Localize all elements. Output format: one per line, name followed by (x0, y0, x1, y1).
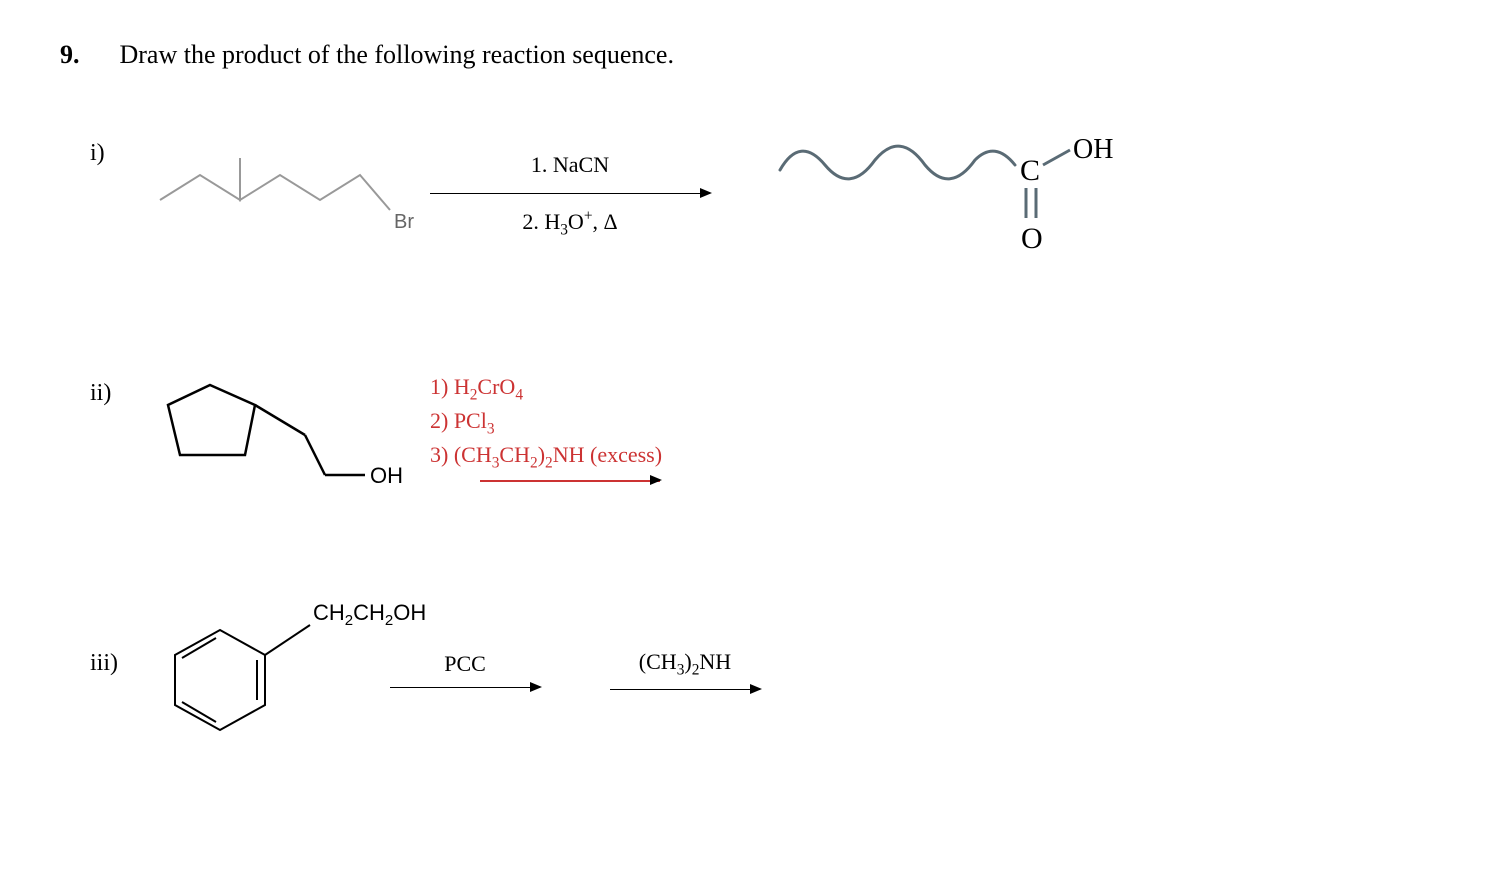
s3p: 3) (CH (430, 442, 492, 467)
question-text: Draw the product of the following reacti… (120, 40, 674, 70)
arrow-line-icon (390, 687, 540, 689)
r2-sub: 3 (560, 221, 568, 238)
arrow-line-icon (480, 480, 660, 482)
part-i-structure: Br (150, 140, 410, 250)
r2sf: NH (699, 649, 731, 674)
part-iii-arrow1: PCC (390, 646, 540, 695)
s2s: 3 (487, 421, 495, 438)
part-ii-label: ii) (90, 350, 150, 407)
substituent: CH2CH2OH (313, 600, 426, 629)
br-label: Br (394, 211, 414, 233)
s2p: 2) PCl (430, 408, 487, 433)
part-iii-structure: CH2CH2OH (150, 580, 370, 760)
arrow-line-icon (610, 689, 760, 691)
part-iii-arrow2: (CH3)2NH (610, 644, 760, 697)
r2-prefix: 2. H (522, 209, 560, 234)
sm: CH (353, 600, 385, 625)
ii-step2: 2) PCl3 (430, 406, 662, 440)
question-header: 9. Draw the product of the following rea… (60, 40, 1432, 70)
question-number: 9. (60, 40, 80, 70)
s1m: CrO (477, 374, 515, 399)
part-ii-content: OH 1) H2CrO4 2) PCl3 3) (CH3CH2)2NH (exc… (150, 350, 1432, 510)
part-i-reagent2: 2. H3O+, Δ (522, 204, 617, 243)
part-ii-structure: OH (150, 350, 410, 510)
ss1: 2 (345, 612, 353, 629)
product-c: C (1020, 154, 1040, 187)
r2p: (CH (639, 649, 677, 674)
oh-label: OH (370, 463, 403, 488)
sp: CH (313, 600, 345, 625)
s3m2: ) (538, 442, 545, 467)
ii-step3: 3) (CH3CH2)2NH (excess) (430, 440, 662, 474)
r2m: ) (684, 649, 691, 674)
ssf: OH (393, 600, 426, 625)
part-i-arrow: 1. NaCN 2. H3O+, Δ (430, 147, 710, 242)
part-i-label: i) (90, 110, 150, 167)
ii-step1: 1) H2CrO4 (430, 372, 662, 406)
part-ii-arrow-group: 1) H2CrO4 2) PCl3 3) (CH3CH2)2NH (excess… (430, 372, 662, 487)
ss2: 2 (385, 612, 393, 629)
part-ii: ii) OH 1) H2CrO4 2) PCl3 3) (CH3CH2)2NH … (90, 350, 1432, 510)
arrow-line-icon (430, 193, 710, 194)
product-oh: OH (1073, 134, 1113, 165)
r2-sup: + (584, 207, 593, 224)
s1p: 1) H (430, 374, 470, 399)
part-i-product: C OH O (770, 110, 1110, 280)
part-iii: iii) CH2CH2OH PCC (CH3)2NH (90, 580, 1432, 760)
s3sf: NH (excess) (553, 442, 662, 467)
part-iii-label: iii) (90, 580, 150, 677)
part-i-content: Br 1. NaCN 2. H3O+, Δ C OH O (150, 110, 1432, 280)
r2-suffix: , Δ (593, 209, 618, 234)
s3m1: CH (499, 442, 530, 467)
part-i-reagent1: 1. NaCN (531, 147, 609, 182)
part-iii-reagent1: PCC (444, 646, 486, 681)
s3s3: 2 (545, 455, 553, 472)
part-i: i) Br 1. NaCN 2. H3O+, Δ C OH (90, 110, 1432, 280)
r2-o: O (568, 209, 584, 234)
part-ii-reagents: 1) H2CrO4 2) PCl3 3) (CH3CH2)2NH (excess… (430, 372, 662, 474)
part-iii-content: CH2CH2OH PCC (CH3)2NH (150, 580, 1432, 760)
product-o: O (1021, 222, 1043, 255)
s3s2: 2 (530, 455, 538, 472)
part-iii-reagent2: (CH3)2NH (639, 644, 731, 683)
s1s2: 4 (515, 387, 523, 404)
